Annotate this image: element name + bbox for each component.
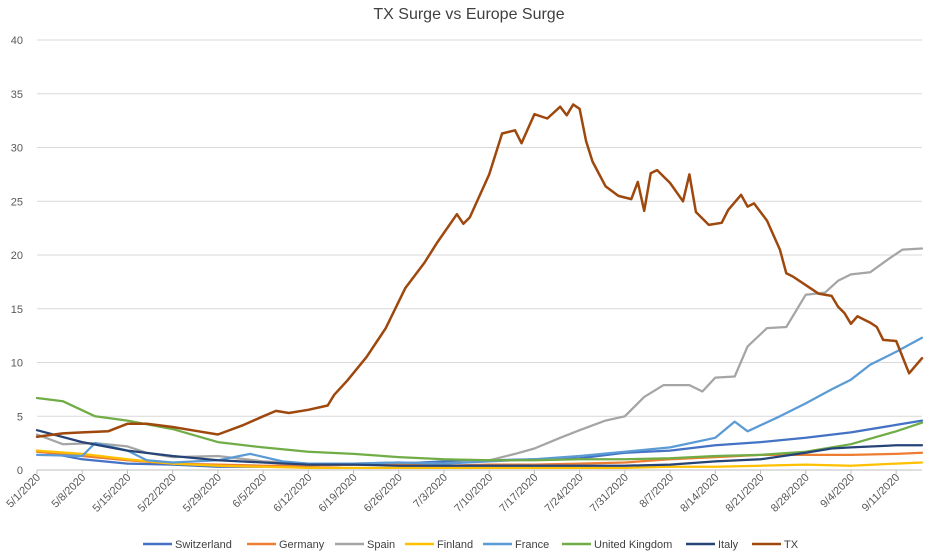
x-tick-label: 6/19/2020 xyxy=(317,472,360,515)
x-tick-label: 6/26/2020 xyxy=(362,472,405,515)
x-tick-label: 8/14/2020 xyxy=(678,472,721,515)
y-tick-label: 20 xyxy=(11,250,23,262)
x-tick-label: 5/8/2020 xyxy=(50,472,89,511)
x-tick-label: 7/31/2020 xyxy=(588,472,631,515)
y-tick-label: 5 xyxy=(17,411,23,423)
legend-label: Germany xyxy=(279,539,325,551)
y-axis-ticks: 0 5 10 15 20 25 30 35 40 xyxy=(11,35,23,477)
y-tick-label: 40 xyxy=(11,35,23,47)
legend-label: France xyxy=(515,539,549,551)
series-line-united-kingdom xyxy=(35,396,924,462)
legend: Switzerland Germany Spain Finland France Unit… xyxy=(143,539,799,551)
y-tick-label: 10 xyxy=(11,358,23,370)
x-tick-label: 7/3/2020 xyxy=(411,472,450,511)
chart-title: TX Surge vs Europe Surge xyxy=(373,6,564,23)
x-tick-label: 6/5/2020 xyxy=(230,472,269,511)
y-tick-label: 35 xyxy=(11,89,23,101)
legend-label: Switzerland xyxy=(175,539,232,551)
x-tick-label: 7/10/2020 xyxy=(452,472,495,515)
legend-label: Italy xyxy=(718,539,739,551)
x-tick-label: 8/28/2020 xyxy=(769,472,812,515)
x-tick-label: 5/29/2020 xyxy=(181,472,224,515)
x-tick-label: 5/15/2020 xyxy=(90,472,133,515)
series-lines xyxy=(35,103,924,470)
x-axis-ticks: 5/1/2020 5/8/2020 5/15/2020 5/22/2020 5/29/2… xyxy=(4,470,902,515)
x-tick-label: 7/17/2020 xyxy=(497,472,540,515)
legend-label: Spain xyxy=(367,539,395,551)
series-line-finland xyxy=(35,449,924,470)
x-tick-label: 8/7/2020 xyxy=(637,472,676,511)
y-tick-label: 25 xyxy=(11,196,23,208)
y-tick-label: 30 xyxy=(11,143,23,155)
series-line-france xyxy=(35,336,924,465)
x-tick-label: 8/21/2020 xyxy=(724,472,767,515)
series-line-spain xyxy=(35,247,924,465)
x-tick-label: 7/24/2020 xyxy=(543,472,586,515)
legend-label: United Kingdom xyxy=(594,539,672,551)
y-tick-label: 15 xyxy=(11,304,23,316)
x-tick-label: 5/22/2020 xyxy=(136,472,179,515)
series-line-tx xyxy=(35,103,924,438)
y-tick-label: 0 xyxy=(17,465,23,477)
gridlines xyxy=(37,39,922,471)
legend-label: Finland xyxy=(437,539,473,551)
series-line-italy xyxy=(35,429,924,467)
x-tick-label: 6/12/2020 xyxy=(271,472,314,515)
x-tick-label: 5/1/2020 xyxy=(4,472,43,511)
legend-label: TX xyxy=(784,539,799,551)
x-tick-label: 9/4/2020 xyxy=(818,472,857,511)
x-tick-label: 9/11/2020 xyxy=(860,472,903,515)
